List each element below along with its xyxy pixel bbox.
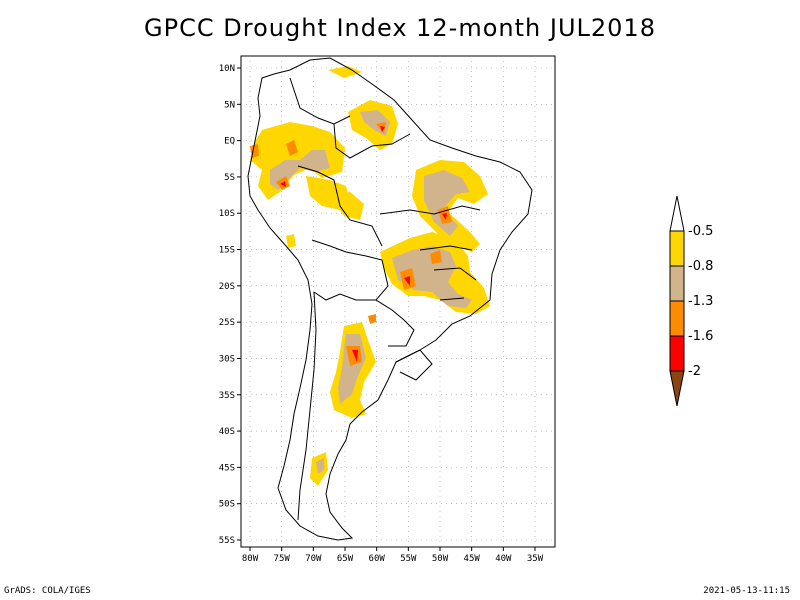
footer-timestamp: 2021-05-13-11:15: [703, 586, 790, 596]
legend-lower-arrow: [669, 370, 685, 407]
legend-label-5: -2: [688, 364, 701, 379]
lon-label: 45W: [464, 554, 481, 564]
border-brazil-states: [379, 205, 481, 301]
drought-region-ne-moderate: [424, 170, 470, 236]
drought-region-argentina-severe: [346, 346, 362, 366]
lon-label: 55W: [400, 554, 417, 564]
legend-box-2: [669, 265, 685, 302]
border-uruguay: [395, 349, 433, 381]
legend-box-1: [669, 230, 685, 267]
drought-region-central-extreme: [404, 276, 410, 286]
border-chile-argentina: [297, 291, 317, 521]
latitude-labels: 10N 5N EQ 5S 10S 15S 20S 25S 30S 35S 40S 45S 50S 55S: [219, 64, 241, 546]
lon-label: 75W: [274, 554, 291, 564]
footer-credit: GrADS: COLA/IGES: [4, 586, 91, 596]
legend-colorbar: -0.5 -0.8 -1.3 -1.6 -2: [669, 195, 713, 407]
lat-label: 5S: [224, 173, 235, 183]
lon-label: 40W: [495, 554, 512, 564]
legend-upper-arrow: [669, 195, 685, 232]
drought-region-paraguay: [368, 314, 376, 324]
lat-label: 30S: [219, 354, 235, 364]
drought-region-central-severe2: [430, 250, 442, 264]
longitude-labels: 80W 75W 70W 65W 60W 55W 50W 45W 40W 35W: [242, 547, 544, 564]
drought-shading: [250, 66, 490, 486]
lat-label: 25S: [219, 318, 235, 328]
drought-region-patagonia-moderate: [316, 458, 324, 474]
drought-region-nw-extreme: [280, 181, 286, 187]
border-colombia-venezuela: [289, 77, 351, 125]
legend-box-4: [669, 335, 685, 372]
drought-region-ne-extreme: [442, 213, 447, 220]
border-paraguay: [375, 299, 415, 347]
drought-region-coast-north: [328, 66, 362, 78]
lat-label: 50S: [219, 500, 235, 510]
lat-label: 40S: [219, 427, 235, 437]
legend-label-3: -1.3: [688, 294, 713, 309]
south-america-coastline: [247, 57, 533, 541]
legend-label-2: -0.8: [688, 259, 713, 274]
lon-label: 60W: [369, 554, 386, 564]
lat-label: 5N: [224, 100, 235, 110]
lat-label: 35S: [219, 391, 235, 401]
lat-label: 10S: [219, 209, 235, 219]
lon-label: 50W: [432, 554, 449, 564]
lat-label: 10N: [219, 64, 235, 74]
legend-label-1: -0.5: [688, 224, 713, 239]
lat-label: 15S: [219, 246, 235, 256]
coastlines: [247, 57, 533, 541]
lon-label: 70W: [305, 554, 322, 564]
lat-label: 45S: [219, 463, 235, 473]
border-bolivia: [311, 239, 389, 301]
drought-region-colombia-core: [286, 140, 298, 156]
lat-label: EQ: [224, 137, 235, 147]
lon-label: 80W: [242, 554, 259, 564]
map-title: GPCC Drought Index 12-month JUL2018: [144, 14, 656, 42]
drought-region-guiana-extreme: [380, 126, 385, 132]
drought-region-peru: [286, 234, 296, 248]
border-brazil-north: [333, 123, 411, 159]
drought-region-central-moderate: [392, 246, 472, 308]
lon-label: 35W: [527, 554, 544, 564]
lat-label: 20S: [219, 282, 235, 292]
drought-region-argentina-extreme: [352, 350, 358, 362]
border-peru-brazil: [297, 165, 383, 247]
lon-label: 65W: [337, 554, 354, 564]
lat-label: 55S: [219, 536, 235, 546]
legend-box-3: [669, 300, 685, 337]
legend-label-4: -1.6: [688, 329, 713, 344]
